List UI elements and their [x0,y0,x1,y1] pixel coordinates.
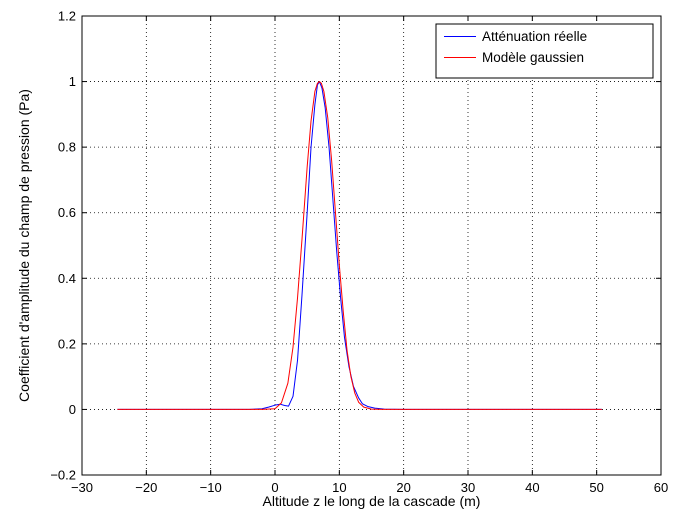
legend: Atténuation réelle Modèle gaussien [435,23,654,79]
x-tick-label-minus-20: −20 [135,480,157,495]
y-tick-label-1-2: 1.2 [58,9,76,24]
series-line-attenuation-reelle [117,81,602,410]
legend-box [435,23,654,79]
plot-area [82,16,661,475]
x-tick-label-40: 40 [525,480,539,495]
y-tick-label-0-6: 0.6 [58,205,76,220]
y-tick-label-0: 0 [69,402,76,417]
x-axis-label: Altitude z le long de la cascade (m) [263,493,481,509]
x-tick-label-minus-30: −30 [71,480,93,495]
legend-label-attenuation-reelle: Atténuation réelle [482,29,587,44]
x-tick-label-0: 0 [271,480,278,495]
y-tick-label-0-8: 0.8 [58,140,76,155]
x-tick-label-60: 60 [654,480,668,495]
series-line-modele-gaussien [117,81,602,410]
series-layer [117,81,602,410]
x-tick-label-20: 20 [396,480,410,495]
x-tick-label-minus-10: −10 [200,480,222,495]
ticks [81,15,662,476]
x-tick-label-50: 50 [589,480,603,495]
y-axis-label: Coefficient d'amplitude du champ de pres… [16,89,32,402]
legend-label-modele-gaussien: Modèle gaussien [482,50,584,65]
y-tick-label-1: 1 [69,74,76,89]
x-tick-labels: −30 −20 −10 0 10 20 30 40 50 60 [71,480,668,495]
y-tick-label-minus-0-2: −0.2 [50,468,76,483]
axes-frame [81,15,662,476]
x-tick-label-30: 30 [461,480,475,495]
y-tick-labels: −0.2 0 0.2 0.4 0.6 0.8 1 1.2 [50,9,76,483]
y-tick-label-0-2: 0.2 [58,336,76,351]
x-tick-label-10: 10 [332,480,346,495]
y-tick-label-0-4: 0.4 [58,271,76,286]
